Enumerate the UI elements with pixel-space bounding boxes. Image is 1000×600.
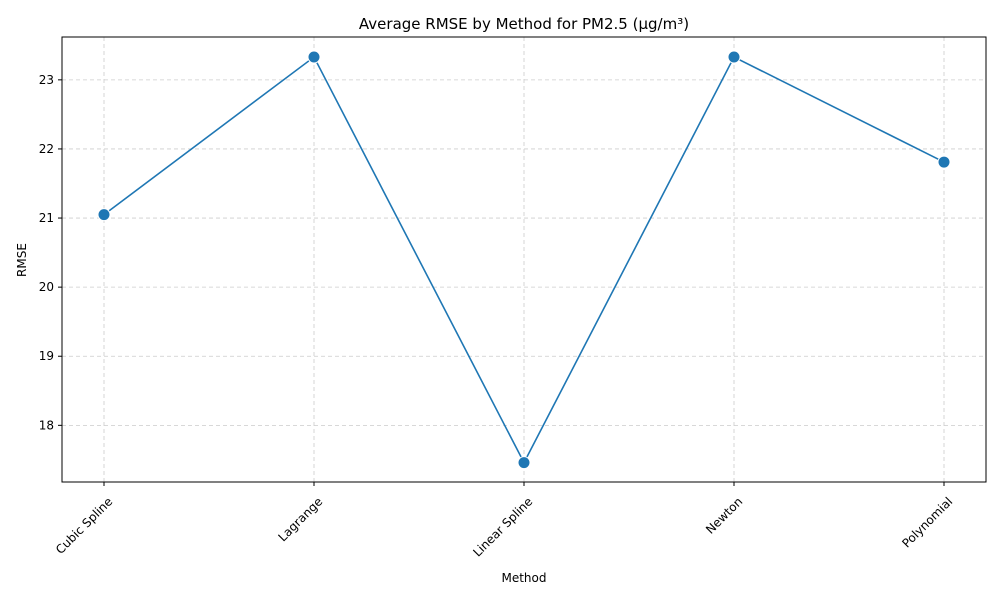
y-axis-label: RMSE [15,243,29,277]
y-tick-label: 20 [39,280,54,294]
series-layer [97,50,951,470]
data-point [517,456,531,470]
data-point [937,155,951,169]
y-tick-label: 23 [39,73,54,87]
data-point [97,208,111,222]
x-tick-label: Linear Spline [470,494,535,559]
grid-layer [62,37,986,482]
chart-title: Average RMSE by Method for PM2.5 (µg/m³) [359,15,689,33]
y-tick-label: 21 [39,211,54,225]
data-point [727,50,741,64]
x-tick-label: Polynomial [899,494,955,550]
x-tick-label: Newton [703,494,745,536]
ticks-layer: Cubic Spline Lagrange Linear Spline Newton P… [39,73,956,560]
y-tick-label: 22 [39,142,54,156]
x-tick-label: Lagrange [275,494,325,544]
x-axis-label: Method [501,571,546,585]
y-tick-label: 19 [39,349,54,363]
data-point [307,50,321,64]
y-tick-label: 18 [39,418,54,432]
x-tick-label: Cubic Spline [53,494,115,556]
